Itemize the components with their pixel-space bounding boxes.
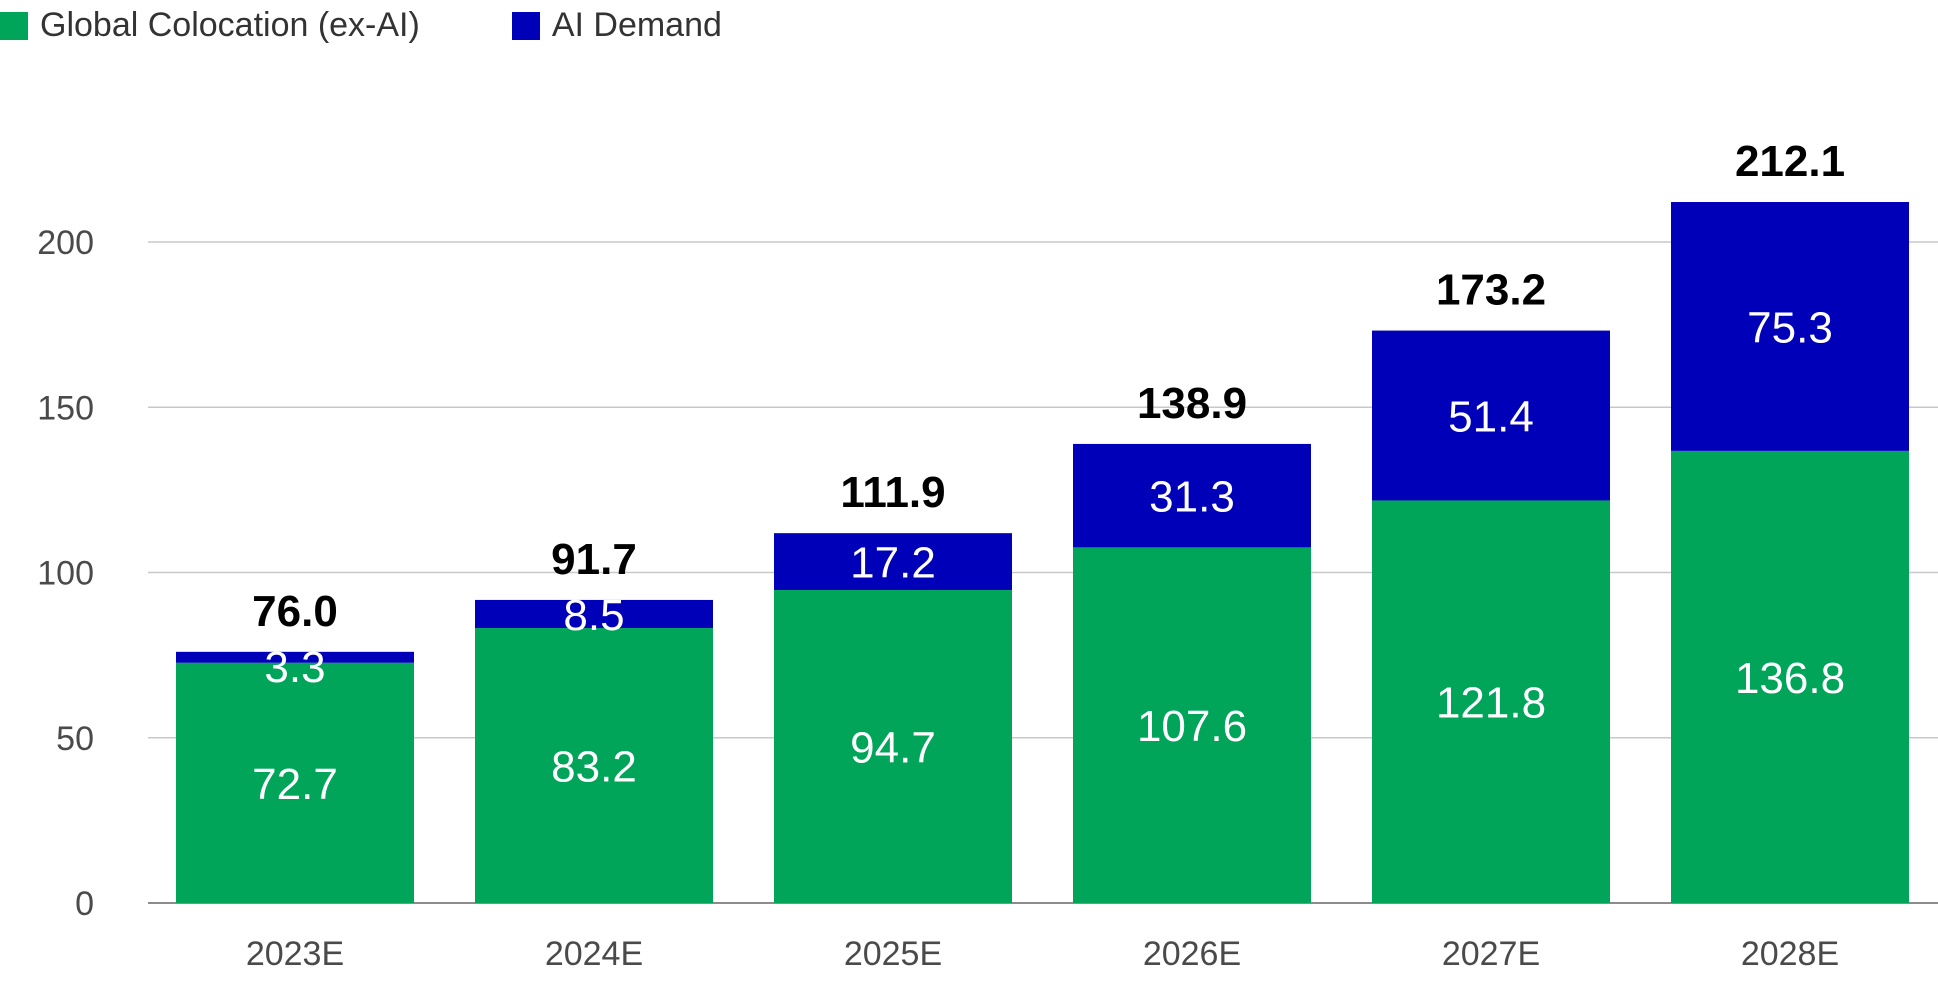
bar-value-label: 75.3 <box>1747 303 1833 352</box>
bar-segment-ai-demand <box>1671 202 1909 451</box>
y-tick-label: 0 <box>75 885 94 923</box>
y-tick-label: 50 <box>56 720 94 758</box>
bar-total-label: 91.7 <box>551 535 637 584</box>
y-tick-label: 100 <box>37 555 94 593</box>
bar-total-label: 173.2 <box>1436 266 1546 315</box>
bar-value-label: 31.3 <box>1149 473 1235 522</box>
bar-value-label: 8.5 <box>563 591 624 640</box>
bar-segment-ai-demand <box>1073 443 1311 548</box>
x-tick-label: 2026E <box>1143 935 1241 973</box>
bar-segment-colocation <box>475 628 713 903</box>
bar-value-label: 121.8 <box>1436 679 1546 728</box>
x-tick-label: 2025E <box>844 935 942 973</box>
bar-segment-colocation <box>774 590 1012 903</box>
bar-total-label: 76.0 <box>252 587 338 636</box>
x-tick-label: 2023E <box>246 935 344 973</box>
bar-segment-colocation <box>1073 547 1311 903</box>
y-tick-label: 150 <box>37 389 94 427</box>
bar-value-label: 72.7 <box>252 760 338 809</box>
legend-item-ai-demand: AI Demand <box>511 6 722 45</box>
bar-total-label: 138.9 <box>1137 379 1247 428</box>
bar-total-label: 212.1 <box>1735 137 1845 186</box>
bar-segment-colocation <box>176 662 414 903</box>
bar-value-label: 136.8 <box>1735 654 1845 703</box>
bar-value-label: 51.4 <box>1448 393 1534 442</box>
legend-item-colocation: Global Colocation (ex-AI) <box>0 6 420 45</box>
bar-value-label: 94.7 <box>850 724 936 773</box>
legend: Global Colocation (ex-AI) AI Demand <box>0 6 722 45</box>
bar-segment-colocation <box>1372 500 1610 903</box>
bar-segment-ai-demand <box>475 599 713 629</box>
bar-value-label: 83.2 <box>551 743 637 792</box>
legend-label-ai-demand: AI Demand <box>551 6 722 44</box>
x-tick-label: 2027E <box>1442 935 1540 973</box>
bar-value-label: 17.2 <box>850 539 936 588</box>
x-tick-label: 2028E <box>1741 935 1839 973</box>
x-tick-label: 2024E <box>545 935 643 973</box>
legend-swatch-colocation <box>0 11 28 40</box>
y-tick-label: 200 <box>37 224 94 262</box>
bar-value-label: 3.3 <box>264 643 325 692</box>
bar-segment-ai-demand <box>774 533 1012 591</box>
legend-label-colocation: Global Colocation (ex-AI) <box>40 6 420 44</box>
bar-total-label: 111.9 <box>840 468 945 517</box>
legend-swatch-ai-demand <box>511 11 540 40</box>
bar-segment-colocation <box>1671 450 1909 903</box>
bar-value-label: 107.6 <box>1137 702 1247 751</box>
bar-segment-ai-demand <box>1372 330 1610 501</box>
bar-segment-ai-demand <box>176 651 414 663</box>
